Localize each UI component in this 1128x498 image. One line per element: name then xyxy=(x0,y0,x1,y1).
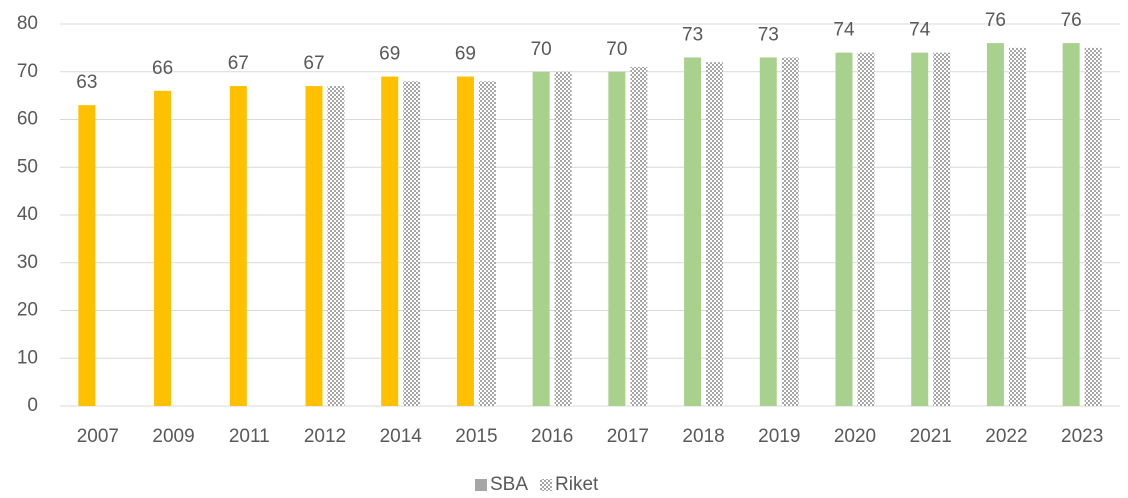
data-label: 66 xyxy=(152,58,173,79)
bar xyxy=(759,57,777,407)
x-tick-label: 2011 xyxy=(229,426,270,447)
bar xyxy=(305,86,323,406)
bar xyxy=(456,76,474,407)
x-tick-label: 2017 xyxy=(607,426,649,447)
data-label: 76 xyxy=(1061,10,1082,31)
bar xyxy=(381,76,399,407)
y-tick-label: 30 xyxy=(17,252,38,273)
bar xyxy=(684,57,702,407)
x-tick-label: 2021 xyxy=(910,426,952,447)
bar xyxy=(229,86,247,406)
bar xyxy=(532,71,550,406)
legend-label: SBA xyxy=(490,474,528,495)
bar xyxy=(608,71,626,406)
bar xyxy=(933,52,951,407)
data-label: 69 xyxy=(379,44,400,65)
bar xyxy=(478,81,496,407)
x-tick-label: 2016 xyxy=(531,426,573,447)
x-tick-label: 2009 xyxy=(152,426,194,447)
y-tick-label: 60 xyxy=(17,109,38,130)
bar xyxy=(154,90,172,406)
bar xyxy=(327,86,345,406)
legend-label: Riket xyxy=(555,474,599,495)
legend-swatch xyxy=(540,479,553,491)
y-tick-label: 40 xyxy=(17,204,38,225)
x-tick-label: 2019 xyxy=(758,426,800,447)
bar xyxy=(554,71,572,406)
y-tick-label: 70 xyxy=(17,61,38,82)
bar xyxy=(706,62,724,406)
y-tick-label: 50 xyxy=(17,156,38,177)
bar xyxy=(403,81,421,407)
data-label: 70 xyxy=(606,39,627,60)
data-label: 63 xyxy=(76,72,97,93)
bar xyxy=(986,43,1004,406)
bar xyxy=(1062,43,1080,406)
x-tick-label: 2007 xyxy=(77,426,119,447)
bar xyxy=(78,105,96,407)
y-tick-label: 80 xyxy=(17,13,38,34)
bar xyxy=(781,57,799,407)
bar xyxy=(630,66,648,406)
bar xyxy=(857,52,875,407)
legend-swatch xyxy=(475,479,487,491)
data-label: 70 xyxy=(531,39,552,60)
x-tick-label: 2018 xyxy=(682,426,724,447)
x-tick-label: 2015 xyxy=(455,426,497,447)
x-tick-label: 2020 xyxy=(834,426,876,447)
data-label: 74 xyxy=(909,20,931,41)
data-label: 67 xyxy=(228,53,249,74)
x-tick-label: 2014 xyxy=(380,426,423,447)
bar xyxy=(911,52,929,407)
data-label: 69 xyxy=(455,44,476,65)
x-tick-label: 2023 xyxy=(1061,426,1103,447)
bar xyxy=(1084,47,1102,406)
y-tick-label: 20 xyxy=(17,300,38,321)
x-tick-label: 2012 xyxy=(304,426,346,447)
data-label: 67 xyxy=(303,53,324,74)
x-tick-label: 2022 xyxy=(985,426,1027,447)
data-label: 74 xyxy=(833,20,855,41)
data-label: 73 xyxy=(758,24,779,45)
y-tick-label: 0 xyxy=(27,395,38,416)
bar xyxy=(1008,47,1026,406)
data-label: 73 xyxy=(682,24,703,45)
bar xyxy=(835,52,853,407)
data-label: 76 xyxy=(985,10,1006,31)
y-tick-label: 10 xyxy=(17,347,38,368)
